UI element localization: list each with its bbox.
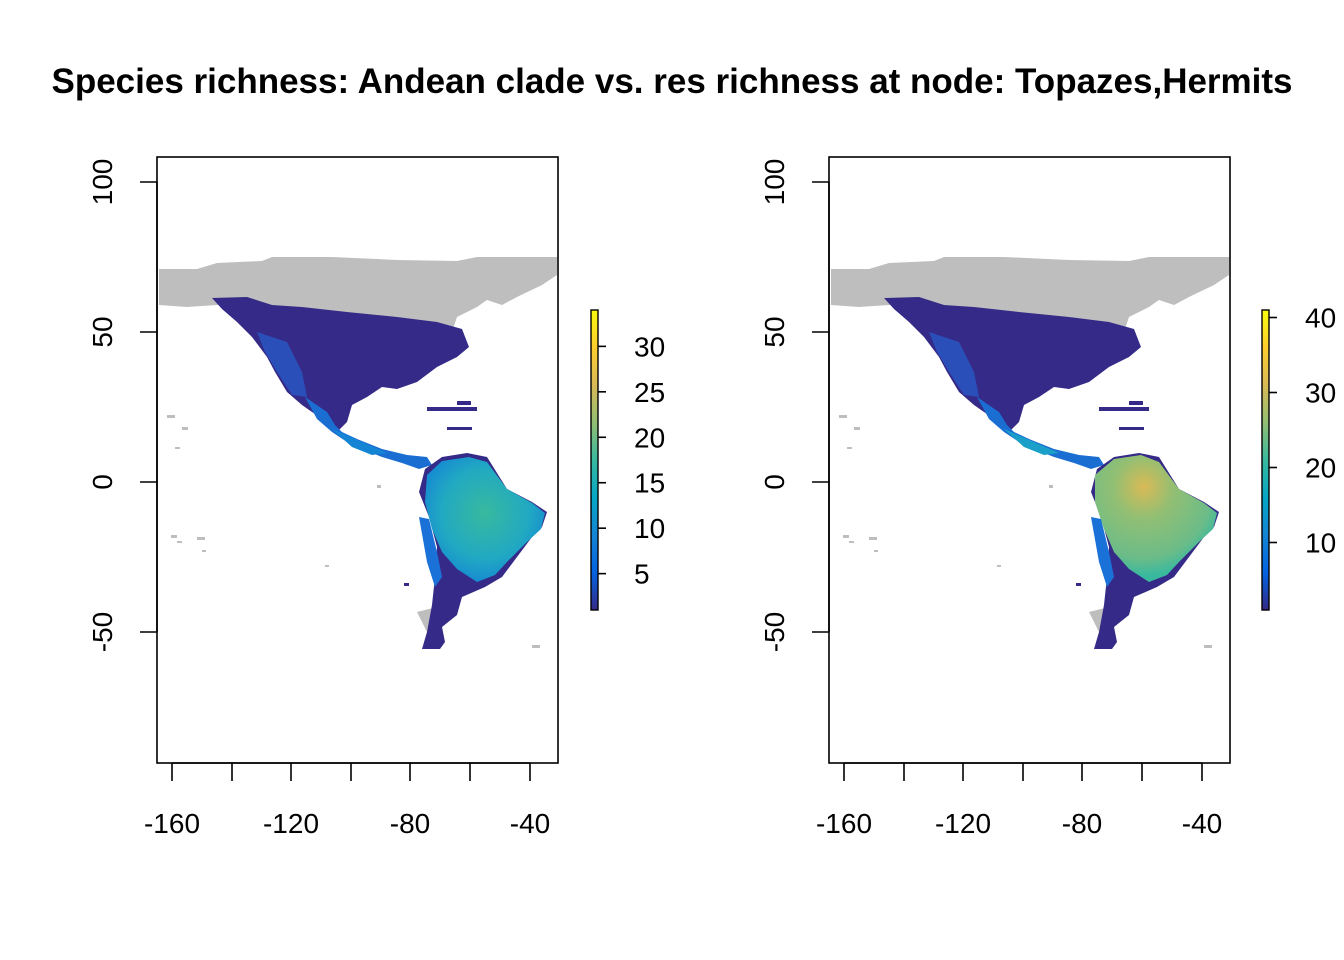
right-colorbar-tick-label: 40: [1305, 303, 1336, 334]
right-plot-frame: [828, 156, 1231, 764]
left-colorbar-ramp: [590, 309, 599, 611]
left-y-tick-label: 100: [87, 159, 118, 206]
left-central-america-richness: [305, 397, 432, 469]
right-x-tick-label: -40: [1182, 808, 1222, 839]
right-map-area: [831, 257, 1229, 649]
right-colorbar: 10 20 30 40: [1261, 303, 1336, 611]
left-colorbar-tick-label: 5: [634, 559, 650, 590]
right-y-tick-label: 100: [759, 159, 790, 206]
left-map-area: [159, 257, 557, 649]
right-x-tick-label: -120: [935, 808, 991, 839]
left-map-panel: 100 50 0 -50 -160 -120 -80 -40 5 10 15 20 25…: [87, 156, 665, 839]
right-amazon-richness: [1095, 455, 1217, 582]
right-colorbar-tick-label: 30: [1305, 378, 1336, 409]
right-colorbar-ramp: [1261, 309, 1270, 611]
left-x-tick-label: -80: [390, 808, 430, 839]
right-x-tick-label: -80: [1062, 808, 1102, 839]
right-colorbar-tick-label: 10: [1305, 528, 1336, 559]
figure-title: Species richness: Andean clade vs. res r…: [51, 62, 1292, 101]
left-y-tick-label: 50: [87, 316, 118, 347]
right-map-panel: 100 50 0 -50 -160 -120 -80 -40 10 20 30 40: [759, 156, 1336, 839]
right-central-america-richness: [977, 397, 1104, 469]
right-y-axis: 100 50 0 -50: [759, 159, 830, 652]
right-y-tick-label: -50: [759, 612, 790, 652]
left-north-america-richness: [212, 297, 469, 432]
left-colorbar: 5 10 15 20 25 30: [590, 309, 665, 611]
right-y-tick-label: 0: [759, 474, 790, 490]
left-colorbar-tick-label: 10: [634, 513, 665, 544]
left-y-tick-label: 0: [87, 474, 118, 490]
left-y-tick-label: -50: [87, 612, 118, 652]
left-plot-frame: [156, 156, 559, 764]
right-x-axis: -160 -120 -80 -40: [816, 762, 1222, 839]
left-amazon-richness: [425, 457, 545, 582]
right-x-tick-label: -160: [816, 808, 872, 839]
right-colorbar-tick-label: 20: [1305, 453, 1336, 484]
right-north-america-richness: [884, 297, 1141, 432]
left-x-tick-label: -160: [144, 808, 200, 839]
left-colorbar-tick-label: 20: [634, 422, 665, 453]
right-y-tick-label: 50: [759, 316, 790, 347]
left-x-axis: -160 -120 -80 -40: [144, 762, 550, 839]
left-colorbar-tick-label: 25: [634, 377, 665, 408]
left-x-tick-label: -40: [510, 808, 550, 839]
left-x-tick-label: -120: [263, 808, 319, 839]
left-colorbar-tick-label: 15: [634, 468, 665, 499]
left-y-axis: 100 50 0 -50: [87, 159, 158, 652]
left-colorbar-tick-label: 30: [634, 331, 665, 362]
